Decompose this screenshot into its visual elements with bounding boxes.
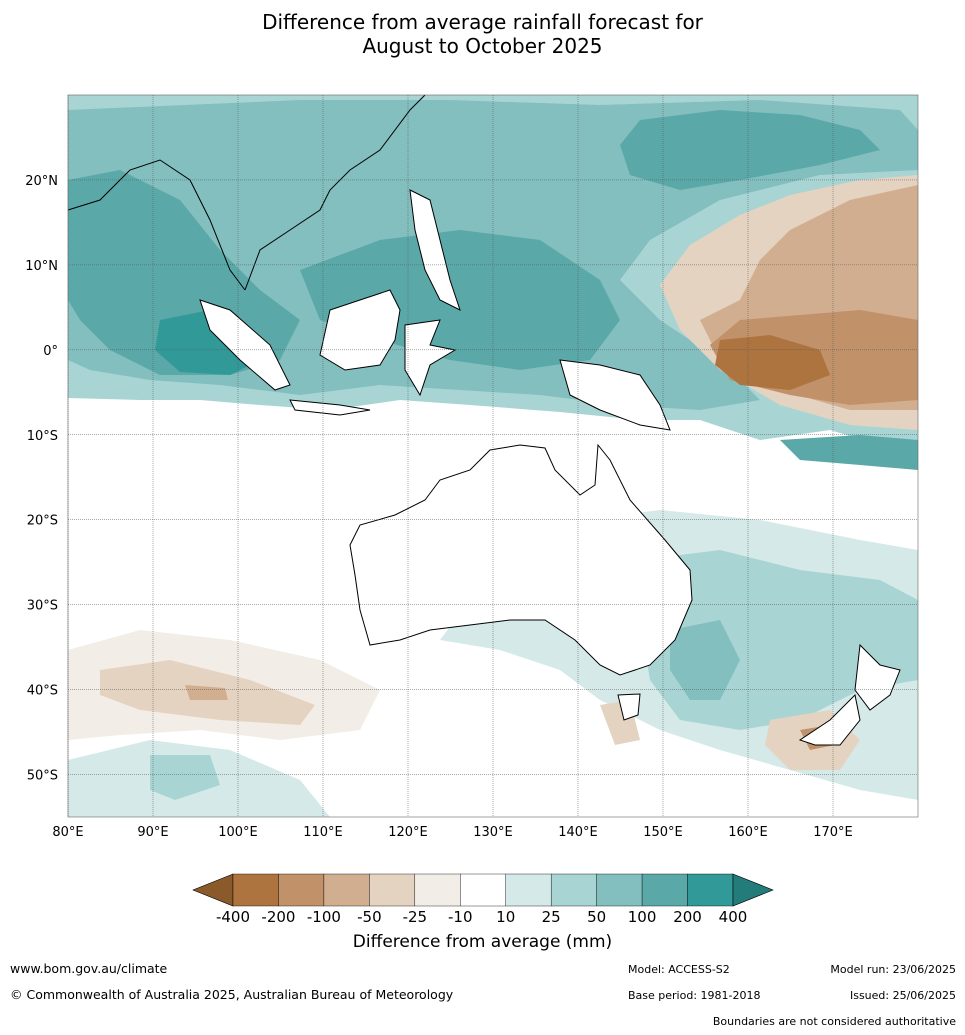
philippines-landmass xyxy=(409,189,461,311)
colorbar-max-arrow xyxy=(732,873,774,907)
australia-landmass xyxy=(349,443,693,676)
sumatra-landmass xyxy=(199,299,291,391)
lon-tick-label: 130°E xyxy=(473,825,513,840)
new-guinea-landmass xyxy=(559,359,671,431)
colorbar-tick-label: 400 xyxy=(719,908,748,926)
lon-tick-label: 110°E xyxy=(303,825,343,840)
lat-tick-label: 30°S xyxy=(27,599,58,614)
colorbar: -400 -200 -100 -50 -25 -10 10 25 50 100 200 400 xyxy=(192,873,774,926)
colorbar-bin xyxy=(460,873,506,907)
axis-labels: 80°E 90°E 100°E 110°E 120°E 130°E 140°E 150°E 16… xyxy=(25,174,853,840)
nz-south-island xyxy=(798,693,861,746)
footer-copyright: © Commonwealth of Australia 2025, Austra… xyxy=(10,987,454,1002)
colorbar-bin xyxy=(369,873,416,907)
title-line-1: Difference from average rainfall forecas… xyxy=(262,10,703,34)
colorbar-bin xyxy=(414,873,461,907)
lon-tick-label: 160°E xyxy=(728,825,768,840)
colorbar-tick-label: -100 xyxy=(307,908,341,926)
lat-tick-label: 0° xyxy=(43,344,58,359)
lon-tick-label: 120°E xyxy=(388,825,428,840)
lon-tick-label: 170°E xyxy=(813,825,853,840)
colorbar-tick-label: -200 xyxy=(261,908,295,926)
map-frame xyxy=(67,94,919,818)
lon-tick-label: 80°E xyxy=(52,825,83,840)
footer-model: Model: ACCESS-S2 xyxy=(628,963,730,976)
map-title: Difference from average rainfall forecas… xyxy=(0,10,965,58)
coastlines xyxy=(67,94,901,746)
java-landmass xyxy=(289,399,371,416)
lon-tick-label: 150°E xyxy=(643,825,683,840)
lat-tick-label: 40°S xyxy=(27,684,58,699)
nz-north-island xyxy=(854,643,901,711)
lat-tick-label: 50°S xyxy=(27,769,58,784)
footer-base-period: Base period: 1981-2018 xyxy=(628,989,761,1002)
footer-disclaimer: Boundaries are not considered authoritat… xyxy=(712,1015,956,1028)
colorbar-bin xyxy=(596,873,643,907)
colorbar-tick-label: -25 xyxy=(403,908,428,926)
negative-anomaly-region-pacific-peak xyxy=(715,335,830,390)
colorbar-bin xyxy=(550,873,597,907)
positive-anomaly-region-strong-north xyxy=(620,110,880,190)
sulawesi-landmass xyxy=(404,319,457,397)
lat-tick-label: 20°S xyxy=(27,514,58,529)
asia-mainland xyxy=(67,94,426,291)
positive-anomaly-region-tasman-inner xyxy=(670,620,740,700)
colorbar-bin xyxy=(505,873,552,907)
footer-model-run: Model run: 23/06/2025 xyxy=(830,963,956,976)
positive-anomaly-region-southwest-inner xyxy=(150,755,220,800)
footer-url[interactable]: www.bom.gov.au/climate xyxy=(10,961,168,976)
footer-issued: Issued: 25/06/2025 xyxy=(849,989,956,1002)
colorbar-bin xyxy=(323,873,370,907)
colorbar-bin xyxy=(278,873,325,907)
colorbar-tick-label: 200 xyxy=(673,908,702,926)
colorbar-title: Difference from average (mm) xyxy=(352,932,613,952)
colorbar-tick-label: 50 xyxy=(587,908,606,926)
lat-tick-label: 10°S xyxy=(27,429,58,444)
colorbar-tick-label: 25 xyxy=(542,908,561,926)
colorbar-min-arrow xyxy=(192,873,234,907)
lat-tick-label: 10°N xyxy=(25,259,58,274)
lon-tick-label: 140°E xyxy=(558,825,598,840)
lon-tick-label: 90°E xyxy=(137,825,168,840)
colorbar-tick-label: -10 xyxy=(448,908,473,926)
tasmania-landmass xyxy=(617,693,641,721)
positive-anomaly-region-east-tail xyxy=(780,435,918,470)
lon-tick-label: 100°E xyxy=(218,825,258,840)
colorbar-tick-label: -400 xyxy=(216,908,250,926)
colorbar-tick-label: 10 xyxy=(496,908,515,926)
colorbar-tick-label: -50 xyxy=(357,908,382,926)
negative-anomaly-region-south-indian-core xyxy=(185,685,228,700)
colorbar-bin xyxy=(687,873,734,907)
title-line-2: August to October 2025 xyxy=(362,34,603,58)
colorbar-bin xyxy=(232,873,279,907)
colorbar-bin xyxy=(641,873,688,907)
colorbar-tick-label: 100 xyxy=(628,908,657,926)
lat-tick-label: 20°N xyxy=(25,174,58,189)
